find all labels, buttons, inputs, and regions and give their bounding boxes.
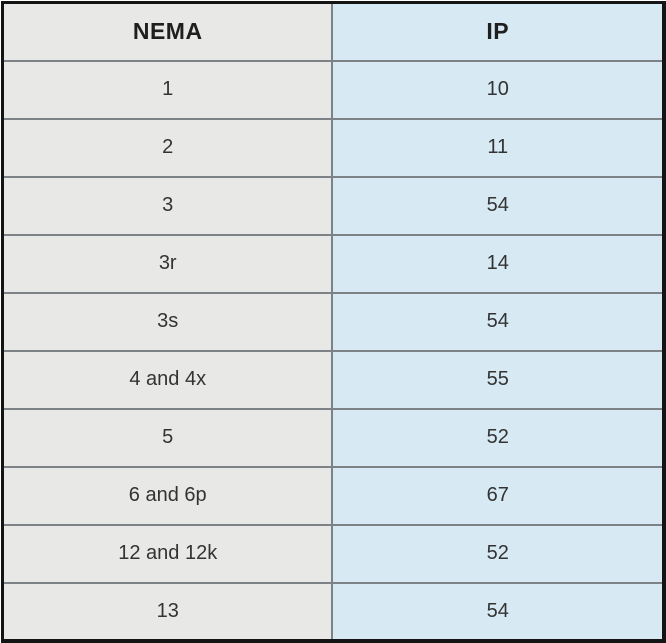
table-row: 3s 54 — [1, 291, 665, 352]
ip-cell: 55 — [331, 349, 665, 410]
nema-cell: 3s — [1, 291, 334, 352]
nema-cell: 12 and 12k — [1, 523, 334, 584]
header-row: NEMA IP — [1, 1, 665, 62]
nema-cell: 1 — [1, 59, 334, 120]
table-row: 3 54 — [1, 175, 665, 236]
table-row: 4 and 4x 55 — [1, 349, 665, 410]
ip-cell: 52 — [331, 523, 665, 584]
table-row: 3r 14 — [1, 233, 665, 294]
table-row: 5 52 — [1, 407, 665, 468]
table-row: 1 10 — [1, 59, 665, 120]
nema-cell: 13 — [1, 581, 334, 642]
ip-cell: 54 — [331, 581, 665, 642]
nema-cell: 2 — [1, 117, 334, 178]
ip-cell: 67 — [331, 465, 665, 526]
ip-cell: 10 — [331, 59, 665, 120]
ip-cell: 54 — [331, 175, 665, 236]
nema-cell: 3r — [1, 233, 334, 294]
column-header-ip: IP — [331, 1, 665, 62]
nema-cell: 4 and 4x — [1, 349, 334, 410]
nema-cell: 6 and 6p — [1, 465, 334, 526]
table-row: 12 and 12k 52 — [1, 523, 665, 584]
ip-cell: 54 — [331, 291, 665, 352]
table-row: 13 54 — [1, 581, 665, 642]
ip-cell: 52 — [331, 407, 665, 468]
nema-cell: 3 — [1, 175, 334, 236]
ip-cell: 14 — [331, 233, 665, 294]
table-row: 2 11 — [1, 117, 665, 178]
nema-cell: 5 — [1, 407, 334, 468]
table-row: 6 and 6p 67 — [1, 465, 665, 526]
ip-cell: 11 — [331, 117, 665, 178]
column-header-nema: NEMA — [1, 1, 334, 62]
